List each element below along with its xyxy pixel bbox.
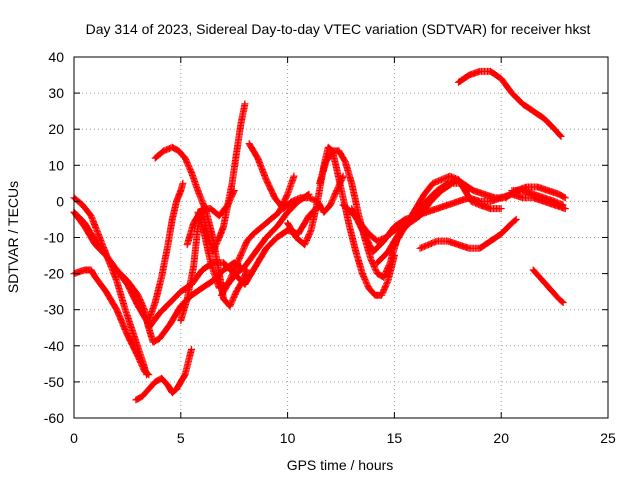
plot-area: [70, 67, 569, 404]
y-tick-label: -30: [44, 302, 64, 318]
series-s22: [508, 187, 567, 209]
axis-ticks: 0 5 10 15 20 25 -60 -50 -40 -30 -20 -10 0 10 20 30 40: [44, 49, 616, 446]
y-tick-label: -50: [44, 374, 64, 390]
series-markers: [145, 179, 187, 324]
series-s6: [145, 179, 187, 324]
series-s5: [132, 345, 195, 404]
series-markers: [416, 215, 520, 252]
series-markers: [132, 345, 195, 404]
x-tick-label: 25: [600, 430, 616, 446]
chart-title: Day 314 of 2023, Sidereal Day-to-day VTE…: [86, 21, 591, 37]
y-tick-label: -20: [44, 266, 64, 282]
x-tick-label: 10: [280, 430, 296, 446]
series-markers: [386, 172, 505, 256]
y-axis-label: SDTVAR / TECUs: [5, 181, 21, 293]
x-tick-label: 5: [177, 430, 185, 446]
series-markers: [529, 266, 567, 306]
y-tick-label: -60: [44, 410, 64, 426]
x-axis-label: GPS time / hours: [287, 457, 394, 473]
series-markers: [455, 67, 565, 140]
y-tick-label: 0: [56, 193, 64, 209]
y-tick-label: 30: [48, 85, 64, 101]
y-tick-label: 20: [48, 121, 64, 137]
x-tick-label: 20: [493, 430, 509, 446]
x-tick-label: 0: [70, 430, 78, 446]
series-s18: [386, 172, 505, 256]
y-tick-label: -10: [44, 230, 64, 246]
x-tick-label: 15: [387, 430, 403, 446]
series-s21: [529, 266, 567, 306]
series-s19: [416, 215, 520, 252]
series-markers: [508, 187, 567, 209]
y-tick-label: -40: [44, 338, 64, 354]
series-s20: [455, 67, 565, 140]
y-tick-label: 10: [48, 157, 64, 173]
y-tick-label: 40: [48, 49, 64, 65]
